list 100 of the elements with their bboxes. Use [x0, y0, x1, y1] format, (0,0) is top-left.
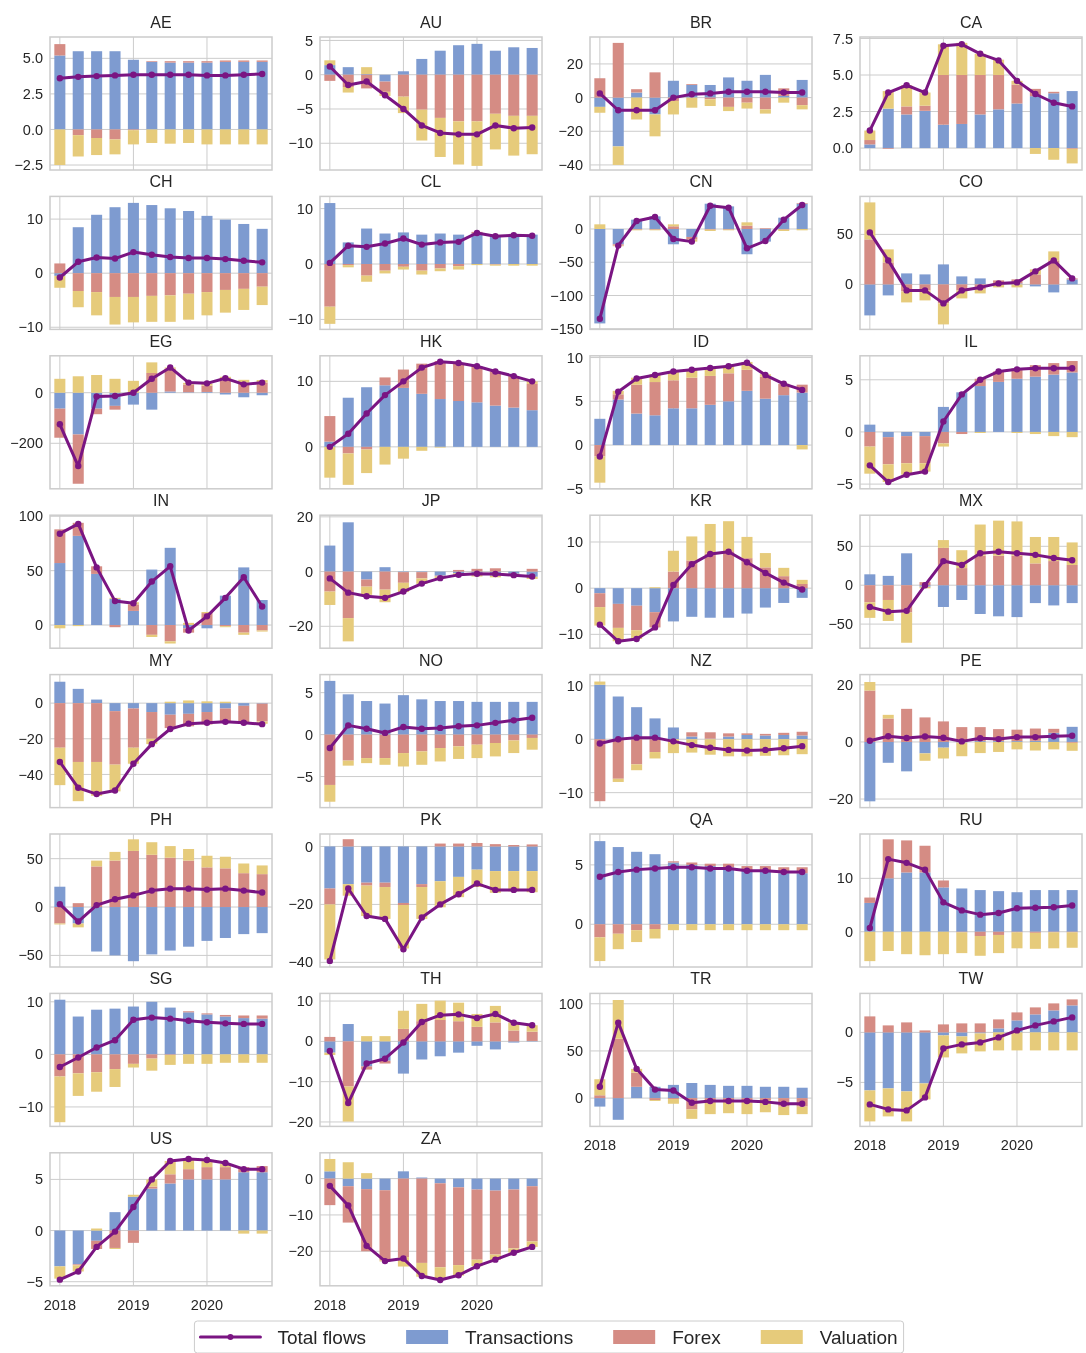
- chart-title: PE: [960, 651, 982, 669]
- y-tick-label: 10: [566, 677, 583, 694]
- y-tick-label: −50: [18, 947, 43, 964]
- chart-title: SG: [149, 970, 173, 988]
- legend-label: Total flows: [277, 1326, 367, 1348]
- y-tick-label: 0: [574, 580, 583, 597]
- y-tick-label: −10: [18, 319, 43, 336]
- chart-title: KR: [689, 492, 713, 510]
- x-tick-label: 2019: [657, 1137, 690, 1154]
- y-tick-label: 100: [18, 508, 43, 525]
- y-tick-label: 10: [296, 200, 313, 217]
- y-tick-label: −50: [558, 254, 583, 271]
- y-tick-label: −50: [828, 616, 853, 633]
- x-tick-label: 2018: [43, 1296, 76, 1313]
- y-tick-label: −10: [288, 135, 313, 152]
- y-tick-label: 0.0: [22, 121, 43, 138]
- y-tick-label: −5: [26, 1273, 43, 1290]
- y-tick-label: 5: [34, 1171, 43, 1188]
- chart-title: AU: [419, 14, 443, 31]
- y-tick-label: −20: [288, 1114, 313, 1131]
- y-tick-label: −10: [288, 1073, 313, 1090]
- y-tick-label: 0: [574, 916, 583, 933]
- y-tick-label: −10: [288, 1207, 313, 1224]
- y-tick-label: −10: [558, 626, 583, 643]
- y-tick-label: 0: [574, 1090, 583, 1107]
- x-tick-label: 2020: [460, 1296, 494, 1313]
- y-tick-label: 0: [304, 838, 313, 855]
- y-tick-label: 10: [566, 349, 583, 366]
- y-tick-label: 20: [836, 676, 853, 693]
- y-tick-label: 5: [574, 393, 583, 410]
- chart-title: MY: [149, 651, 174, 669]
- chart-title: RU: [959, 811, 983, 828]
- chart-title: CL: [420, 173, 442, 191]
- y-tick-label: 2.5: [22, 85, 43, 102]
- y-tick-label: 0.0: [832, 140, 853, 157]
- chart-title: HK: [419, 332, 443, 350]
- chart-title: NZ: [690, 651, 712, 669]
- y-tick-label: 0: [304, 256, 313, 273]
- x-tick-label: 2019: [387, 1296, 420, 1313]
- chart-title: QA: [689, 811, 713, 828]
- x-tick-label: 2020: [1000, 1137, 1034, 1154]
- chart-title: TR: [690, 970, 712, 988]
- y-tick-label: −2.5: [14, 157, 43, 174]
- y-tick-label: 50: [26, 562, 43, 579]
- y-tick-label: 0: [844, 734, 853, 751]
- y-tick-label: 0: [574, 221, 583, 238]
- x-tick-label: 2018: [583, 1137, 616, 1154]
- y-tick-label: 2.5: [832, 103, 853, 120]
- chart-title: IL: [964, 332, 978, 350]
- y-tick-label: −5: [836, 476, 853, 493]
- chart-title: US: [149, 1129, 173, 1147]
- y-tick-label: −40: [288, 954, 313, 971]
- y-tick-label: −10: [558, 784, 583, 801]
- chart-title: CA: [959, 14, 983, 31]
- y-tick-label: 0: [844, 923, 853, 940]
- y-tick-label: 5.0: [22, 50, 43, 67]
- chart-title: CN: [689, 173, 713, 191]
- y-tick-label: 10: [296, 373, 313, 390]
- y-tick-label: 50: [836, 226, 853, 243]
- y-tick-label: −20: [558, 123, 583, 140]
- legend-label: Forex: [672, 1326, 722, 1348]
- y-tick-label: 20: [296, 508, 313, 525]
- y-tick-label: 0: [34, 384, 43, 401]
- y-tick-label: −5: [566, 480, 583, 497]
- chart-title: CH: [149, 173, 173, 191]
- x-tick-label: 2020: [190, 1296, 224, 1313]
- y-tick-label: 0: [844, 424, 853, 441]
- y-tick-label: 7.5: [832, 30, 853, 47]
- x-tick-label: 2018: [313, 1296, 346, 1313]
- chart-title: NO: [419, 651, 443, 669]
- y-tick-label: 0: [34, 265, 43, 282]
- y-tick-label: 0: [844, 577, 853, 594]
- y-tick-label: −20: [18, 730, 43, 747]
- chart-title: TW: [958, 970, 985, 988]
- y-tick-label: −5: [836, 1074, 853, 1091]
- y-tick-label: −20: [288, 618, 313, 635]
- chart-title: AE: [150, 14, 172, 31]
- y-tick-label: 10: [26, 993, 43, 1010]
- y-tick-label: 0: [304, 1170, 313, 1187]
- chart-title: TH: [420, 970, 442, 988]
- x-tick-label: 2020: [730, 1137, 764, 1154]
- x-tick-label: 2019: [117, 1296, 150, 1313]
- y-tick-label: −5: [296, 768, 313, 785]
- y-tick-label: 10: [566, 534, 583, 551]
- chart-title: BR: [689, 14, 713, 31]
- y-tick-label: −40: [558, 157, 583, 174]
- y-tick-label: 5: [304, 684, 313, 701]
- chart-title: PH: [149, 811, 173, 828]
- chart-title: MX: [959, 492, 984, 510]
- y-tick-label: −20: [288, 896, 313, 913]
- y-tick-label: 5: [844, 371, 853, 388]
- y-tick-label: 100: [558, 995, 583, 1012]
- y-tick-label: −200: [10, 435, 43, 452]
- y-tick-label: 0: [34, 695, 43, 712]
- y-tick-label: 50: [836, 538, 853, 555]
- chart-title: JP: [421, 492, 441, 510]
- y-tick-label: 0: [34, 617, 43, 634]
- y-tick-label: 0: [34, 1222, 43, 1239]
- chart-title: ZA: [420, 1129, 442, 1147]
- y-tick-label: 0: [844, 276, 853, 293]
